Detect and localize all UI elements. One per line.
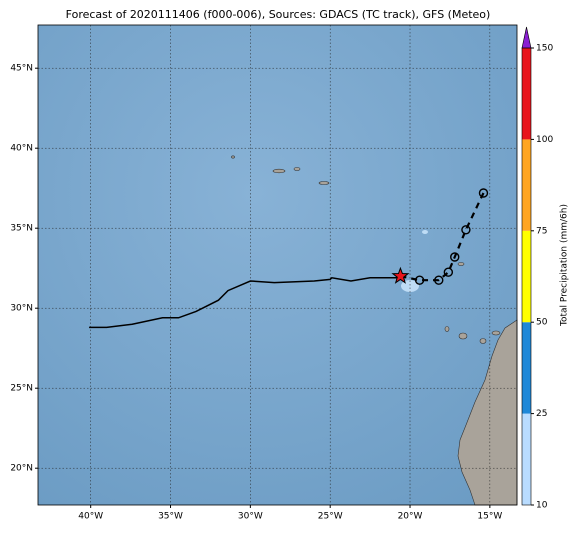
map-frame [37, 24, 518, 506]
y-tick-label: 20°N [10, 464, 33, 474]
colorbar-segment [522, 139, 531, 231]
title: Forecast of 2020111406 (f000-006), Sourc… [66, 8, 491, 21]
x-tick-label: 35°W [158, 512, 183, 522]
y-tick-label: 25°N [10, 384, 33, 394]
forecast-point [434, 275, 444, 285]
colorbar-tick-label: 75 [536, 226, 547, 236]
x-tick-label: 20°W [398, 512, 423, 522]
colorbar-tick-label: 50 [536, 318, 548, 328]
x-tick-label: 25°W [318, 512, 343, 522]
colorbar-extension [521, 26, 532, 49]
colorbar-segment [522, 322, 531, 414]
land [231, 155, 518, 506]
colorbar-tick-label: 100 [536, 135, 553, 145]
y-tick-label: 30°N [10, 304, 33, 314]
current-position [391, 266, 410, 284]
colorbar-tick-label: 150 [536, 44, 553, 54]
precip-patch [422, 230, 428, 234]
colorbar-segment [522, 48, 531, 140]
y-tick-label: 45°N [10, 64, 33, 74]
forecast-point [478, 188, 489, 198]
forecast-point [461, 225, 471, 235]
colorbar-tick-label: 10 [536, 501, 548, 511]
colorbar-segment [522, 413, 531, 505]
colorbar-frame [521, 47, 532, 506]
x-tick-label: 15°W [477, 512, 502, 522]
colorbar-tick-label: 25 [536, 409, 547, 419]
forecast-point [443, 267, 454, 277]
y-tick-label: 35°N [10, 224, 33, 234]
y-tick-label: 40°N [10, 144, 33, 154]
past-track [89, 276, 398, 329]
colorbar-segment [522, 230, 531, 323]
forecast-point [414, 275, 425, 285]
x-tick-label: 40°W [78, 512, 103, 522]
colorbar-label: Total Precipitation (mm/6h) [560, 204, 570, 327]
forecast-point [450, 252, 460, 262]
x-tick-label: 30°W [238, 512, 263, 522]
sea [38, 25, 517, 505]
